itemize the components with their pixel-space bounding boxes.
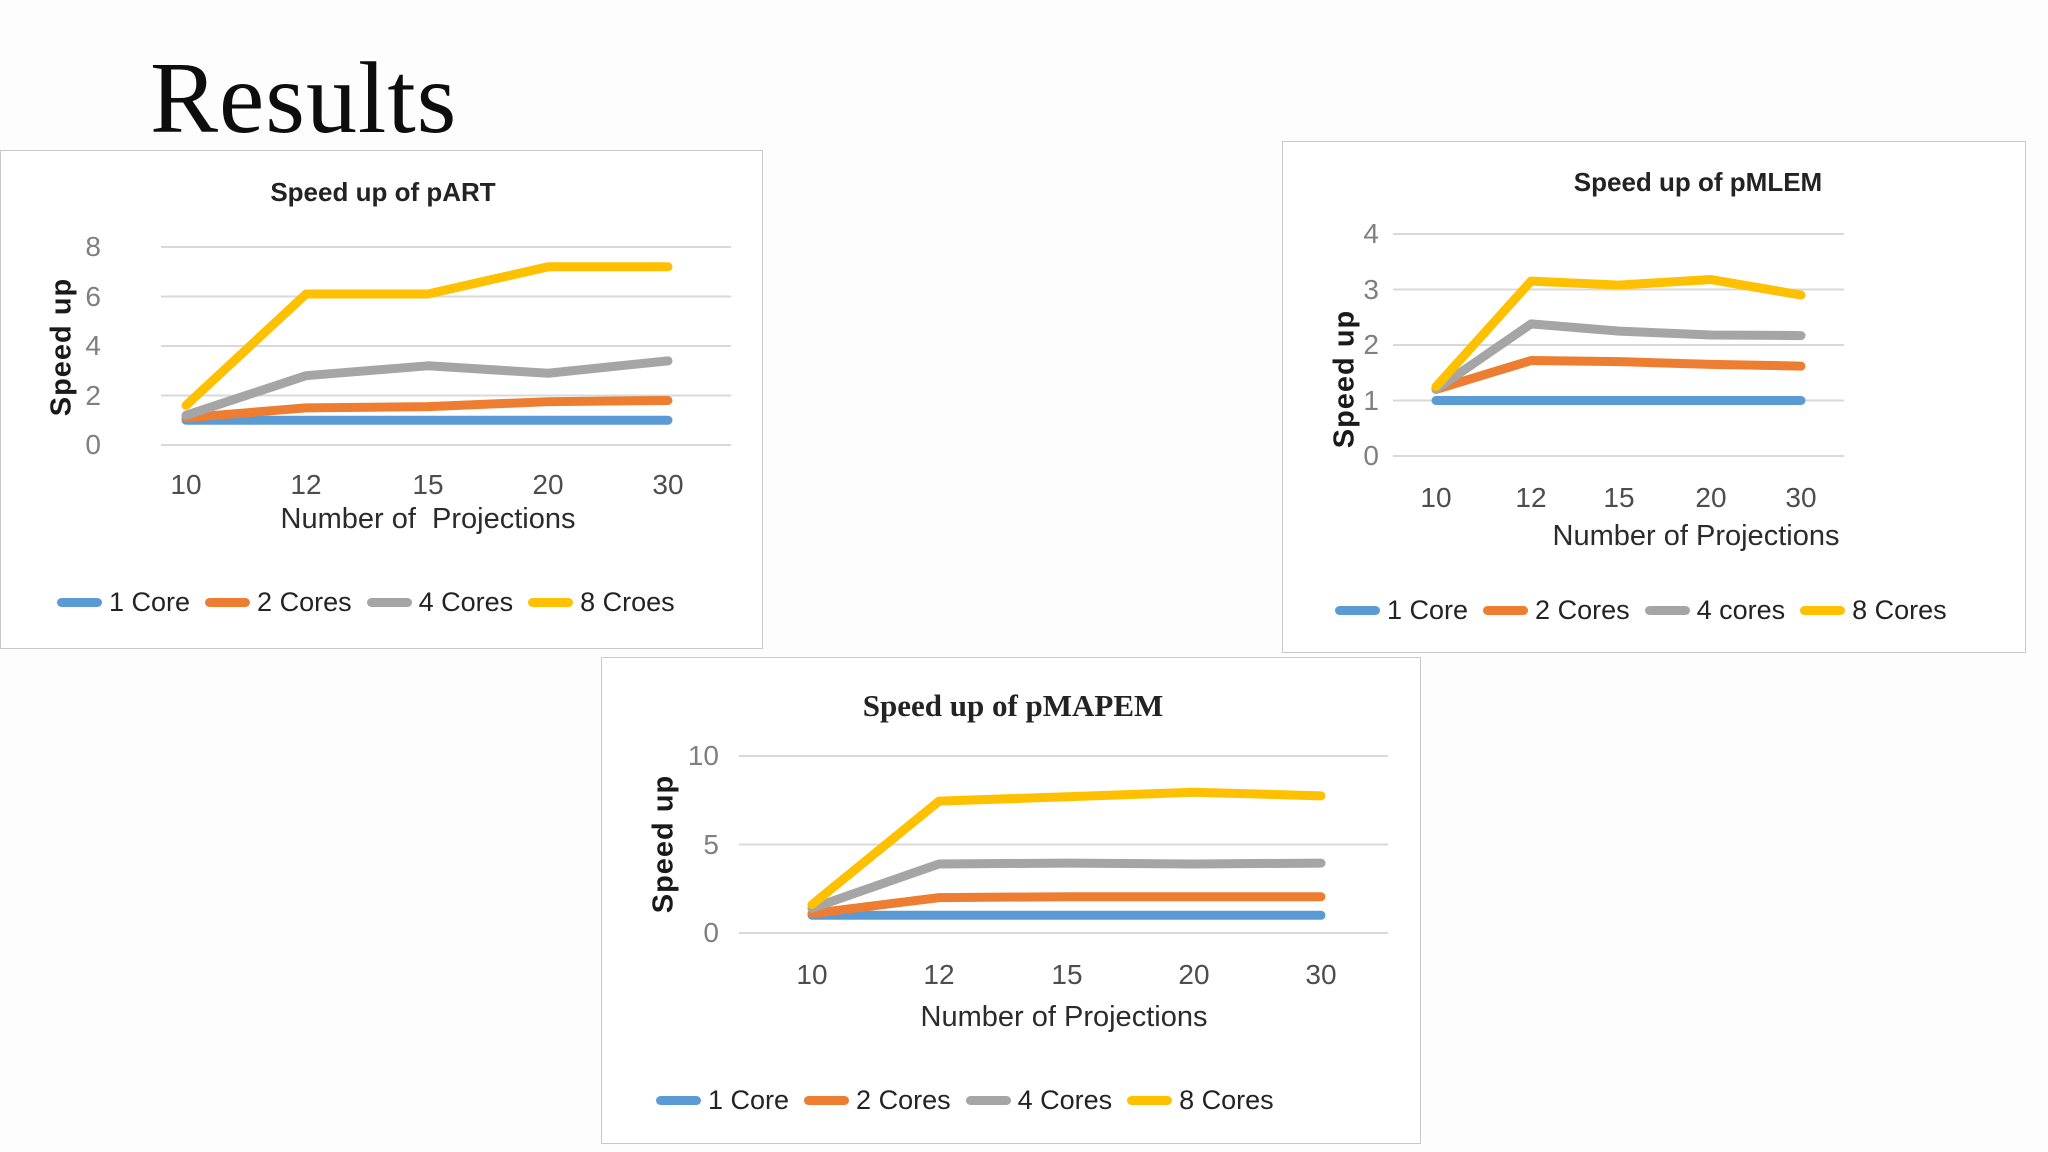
legend-label: 8 Croes	[580, 587, 675, 617]
series-line-8-cores	[807, 787, 1326, 910]
legend-item-1-core: 1 Core	[57, 587, 190, 618]
chart-part: Speed up of pART Speed up Number of Projec…	[0, 150, 763, 649]
legend: 1 Core 2 Cores 4 cores 8 Cores	[1335, 595, 1947, 626]
legend-swatch-1-core	[57, 598, 102, 607]
legend-label: 8 Cores	[1852, 595, 1947, 625]
y-tick-label: 0	[1363, 440, 1379, 471]
legend-swatch-8-cores	[1800, 606, 1846, 615]
x-tick-label: 20	[1695, 482, 1727, 513]
y-tick-label: 0	[703, 917, 719, 948]
chart-pmlem: Speed up of pMLEM Speed up Number of Proje…	[1282, 141, 2026, 653]
chart-title: Speed up of pMAPEM	[862, 688, 1164, 723]
y-tick-label: 5	[703, 828, 719, 860]
series-line-4-cores	[807, 858, 1326, 913]
legend-swatch-1-core	[1335, 606, 1380, 615]
series-line-4-cores	[1431, 319, 1806, 394]
y-tick-label: 8	[85, 231, 101, 262]
y-tick-label: 4	[1363, 218, 1379, 249]
legend-swatch-8-croes	[528, 598, 574, 607]
legend-label: 1 Core	[708, 1085, 790, 1115]
x-axis-label: Number of Projections	[920, 1001, 1208, 1033]
series-line-2-cores	[807, 892, 1326, 919]
y-tick-label: 2	[1363, 329, 1379, 360]
legend-item-2-cores: 2 Cores	[1483, 595, 1630, 626]
x-tick-label: 20	[532, 469, 564, 500]
legend-item-4-cores: 4 Cores	[366, 587, 514, 618]
x-axis-label: Number of Projections	[280, 503, 576, 535]
legend-swatch-2-cores	[205, 598, 251, 607]
legend-swatch-8-cores	[1127, 1096, 1173, 1105]
x-tick-label: 12	[290, 469, 322, 500]
plot-area	[1393, 233, 1844, 457]
y-tick-label: 2	[85, 379, 101, 411]
slide-title: Results	[150, 42, 458, 155]
series-line-8-croes	[181, 262, 673, 410]
legend-label: 1 Core	[109, 587, 191, 617]
x-tick-label: 10	[796, 959, 828, 990]
plot-area	[739, 755, 1388, 934]
y-tick-label: 3	[1363, 273, 1379, 305]
x-axis-label: Number of Projections	[1552, 520, 1840, 552]
x-tick-label: 12	[923, 959, 955, 990]
legend-item-8-croes: 8 Croes	[528, 587, 675, 618]
y-tick-label: 0	[85, 429, 101, 460]
legend-swatch-4-cores	[366, 598, 412, 607]
legend-swatch-2-cores	[804, 1096, 850, 1105]
x-tick-label: 15	[1051, 959, 1083, 990]
legend-label: 4 Cores	[418, 587, 514, 617]
x-tick-label: 15	[1603, 482, 1635, 513]
legend-item-1-core: 1 Core	[656, 1085, 789, 1116]
legend-swatch-4-cores	[1644, 606, 1690, 615]
legend: 1 Core 2 Cores 4 Cores 8 Croes	[57, 587, 675, 618]
y-tick-label: 1	[1363, 384, 1379, 416]
x-tick-label: 30	[652, 469, 684, 500]
legend-swatch-1-core	[656, 1096, 701, 1105]
y-tick-label: 4	[85, 330, 101, 361]
legend-item-2-cores: 2 Cores	[205, 587, 352, 618]
legend-item-8-cores: 8 Cores	[1127, 1085, 1274, 1116]
y-tick-label: 10	[687, 740, 719, 771]
legend-item-1-core: 1 Core	[1335, 595, 1468, 626]
chart-title: Speed up of pMLEM	[1573, 167, 1823, 197]
x-tick-label: 20	[1178, 959, 1210, 990]
chart-title: Speed up of pART	[270, 177, 496, 207]
series-line-2-cores	[1431, 356, 1806, 394]
legend-label: 4 cores	[1696, 595, 1786, 625]
series-line-8-cores	[1431, 275, 1806, 392]
legend-label: 2 Cores	[257, 587, 352, 617]
legend-swatch-4-cores	[965, 1096, 1011, 1105]
legend-item-8-cores: 8 Cores	[1800, 595, 1947, 626]
series-line-4-cores	[181, 356, 673, 420]
x-tick-label: 10	[1420, 482, 1452, 513]
x-tick-label: 30	[1785, 482, 1817, 513]
y-tick-label: 6	[85, 280, 101, 312]
x-tick-label: 10	[170, 469, 202, 500]
legend-label: 1 Core	[1387, 595, 1469, 625]
legend-item-4-cores: 4 cores	[1644, 595, 1786, 626]
legend-item-4-cores: 4 Cores	[965, 1085, 1113, 1116]
legend-label: 4 Cores	[1017, 1085, 1113, 1115]
legend-label: 2 Cores	[856, 1085, 951, 1115]
legend-swatch-2-cores	[1483, 606, 1529, 615]
legend: 1 Core 2 Cores 4 Cores 8 Cores	[656, 1085, 1274, 1116]
plot-area	[161, 246, 731, 446]
x-tick-label: 15	[412, 469, 444, 500]
chart-pmapem: Speed up of pMAPEM Speed up Number of Proj…	[601, 657, 1421, 1144]
legend-label: 8 Cores	[1179, 1085, 1274, 1115]
x-tick-label: 12	[1515, 482, 1547, 513]
legend-item-2-cores: 2 Cores	[804, 1085, 951, 1116]
series-line-2-cores	[181, 395, 673, 423]
legend-label: 2 Cores	[1535, 595, 1630, 625]
x-tick-label: 30	[1305, 959, 1337, 990]
